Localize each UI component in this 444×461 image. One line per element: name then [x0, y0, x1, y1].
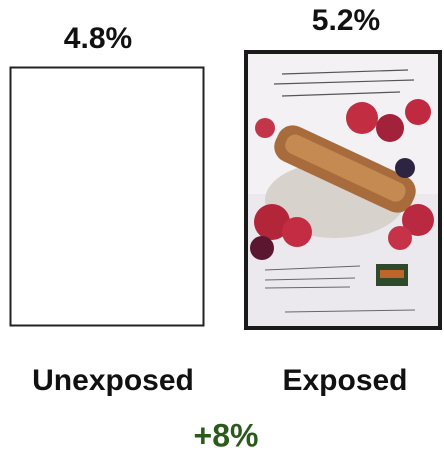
panel-label: Exposed: [282, 364, 407, 397]
panel-label: Unexposed: [32, 364, 194, 397]
value-label: 4.8%: [64, 22, 132, 55]
blank-panel: [9, 66, 205, 327]
ad-image: [244, 50, 442, 330]
lift-label: +8%: [194, 417, 259, 453]
value-label: 5.2%: [312, 4, 380, 37]
